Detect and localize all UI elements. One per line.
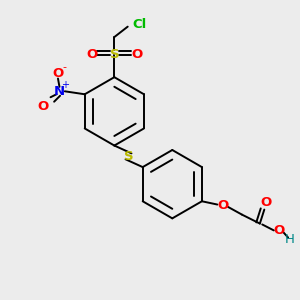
Text: +: + xyxy=(61,80,69,90)
Text: -: - xyxy=(62,62,67,73)
Text: O: O xyxy=(274,224,285,238)
Text: O: O xyxy=(38,100,49,113)
Text: O: O xyxy=(260,196,272,209)
Text: O: O xyxy=(86,48,98,62)
Text: N: N xyxy=(54,85,65,98)
Text: O: O xyxy=(52,67,64,80)
Text: H: H xyxy=(285,233,295,246)
Text: S: S xyxy=(124,150,133,163)
Text: O: O xyxy=(131,48,142,62)
Text: Cl: Cl xyxy=(132,18,146,31)
Text: O: O xyxy=(217,199,228,212)
Text: S: S xyxy=(110,48,119,62)
